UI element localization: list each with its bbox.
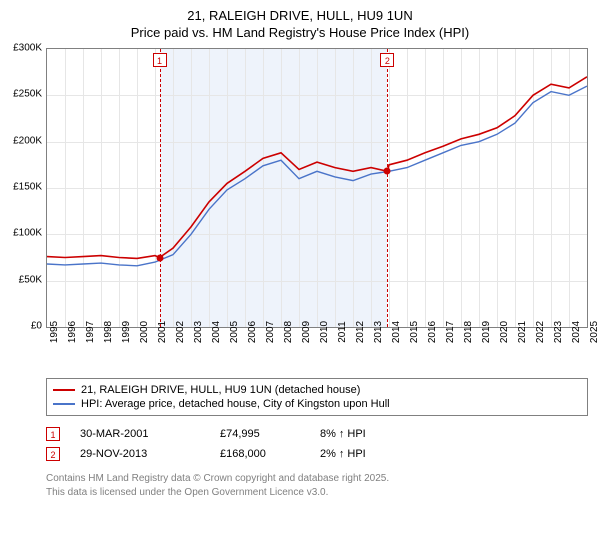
x-tick-label: 2024 xyxy=(571,321,582,343)
sale-diff: 8% HPI xyxy=(320,428,366,440)
sale-marker-line xyxy=(387,49,388,327)
x-axis-labels: 1995199619971998199920002001200220032004… xyxy=(46,328,588,368)
x-tick-label: 2001 xyxy=(157,321,168,343)
footnote-line: Contains HM Land Registry data © Crown c… xyxy=(46,472,588,486)
x-tick-label: 2021 xyxy=(517,321,528,343)
legend-label: HPI: Average price, detached house, City… xyxy=(81,398,390,410)
sale-row: 1 30-MAR-2001 £74,995 8% HPI xyxy=(46,424,588,444)
y-axis-labels: £0£50K£100K£150K£200K£250K£300K xyxy=(0,48,44,328)
legend-swatch xyxy=(53,389,75,391)
legend-swatch xyxy=(53,403,75,405)
x-tick-label: 2003 xyxy=(193,321,204,343)
sale-price: £74,995 xyxy=(220,428,300,440)
x-tick-label: 2012 xyxy=(355,321,366,343)
x-tick-label: 2025 xyxy=(589,321,600,343)
arrow-up-icon xyxy=(339,448,345,460)
legend-row: HPI: Average price, detached house, City… xyxy=(53,397,581,411)
x-tick-label: 1997 xyxy=(85,321,96,343)
sale-diff-vs: HPI xyxy=(347,428,365,440)
x-tick-label: 2009 xyxy=(301,321,312,343)
sale-date: 30-MAR-2001 xyxy=(80,428,200,440)
x-tick-label: 2013 xyxy=(373,321,384,343)
chart-title-block: 21, RALEIGH DRIVE, HULL, HU9 1UN Price p… xyxy=(0,0,600,42)
x-tick-label: 2005 xyxy=(229,321,240,343)
y-tick-label: £250K xyxy=(13,89,42,100)
x-tick-label: 1999 xyxy=(121,321,132,343)
footnote-line: This data is licensed under the Open Gov… xyxy=(46,486,588,500)
y-tick-label: £200K xyxy=(13,135,42,146)
x-tick-label: 2017 xyxy=(445,321,456,343)
x-tick-label: 2023 xyxy=(553,321,564,343)
sale-row: 2 29-NOV-2013 £168,000 2% HPI xyxy=(46,444,588,464)
x-tick-label: 2007 xyxy=(265,321,276,343)
sale-diff-pct: 8% xyxy=(320,428,336,440)
legend: 21, RALEIGH DRIVE, HULL, HU9 1UN (detach… xyxy=(46,378,588,416)
chart-subtitle: Price paid vs. HM Land Registry's House … xyxy=(0,25,600,40)
footnote: Contains HM Land Registry data © Crown c… xyxy=(46,472,588,499)
x-tick-label: 1998 xyxy=(103,321,114,343)
sale-diff-vs: HPI xyxy=(347,448,365,460)
y-tick-label: £0 xyxy=(31,321,42,332)
sale-price: £168,000 xyxy=(220,448,300,460)
sale-marker-line xyxy=(160,49,161,327)
sales-table: 1 30-MAR-2001 £74,995 8% HPI 2 29-NOV-2013 £16… xyxy=(46,424,588,464)
y-tick-label: £300K xyxy=(13,43,42,54)
legend-label: 21, RALEIGH DRIVE, HULL, HU9 1UN (detach… xyxy=(81,384,360,396)
sale-marker-badge: 2 xyxy=(380,53,394,67)
sale-diff-pct: 2% xyxy=(320,448,336,460)
chart-title: 21, RALEIGH DRIVE, HULL, HU9 1UN xyxy=(0,8,600,23)
x-tick-label: 2000 xyxy=(139,321,150,343)
legend-row: 21, RALEIGH DRIVE, HULL, HU9 1UN (detach… xyxy=(53,383,581,397)
y-tick-label: £50K xyxy=(19,274,42,285)
plot-region: 12 xyxy=(46,48,588,328)
chart-area: £0£50K£100K£150K£200K£250K£300K 12 19951… xyxy=(46,48,588,368)
x-tick-label: 2016 xyxy=(427,321,438,343)
series-line xyxy=(47,77,587,259)
x-tick-label: 2015 xyxy=(409,321,420,343)
sale-diff: 2% HPI xyxy=(320,448,366,460)
y-tick-label: £150K xyxy=(13,182,42,193)
x-tick-label: 2014 xyxy=(391,321,402,343)
x-tick-label: 1995 xyxy=(49,321,60,343)
x-tick-label: 1996 xyxy=(67,321,78,343)
arrow-up-icon xyxy=(339,428,345,440)
sale-marker-dot xyxy=(156,254,163,261)
x-tick-label: 2019 xyxy=(481,321,492,343)
series-line xyxy=(47,86,587,266)
sale-badge: 1 xyxy=(46,427,60,441)
x-tick-label: 2011 xyxy=(337,321,348,343)
x-tick-label: 2006 xyxy=(247,321,258,343)
x-tick-label: 2004 xyxy=(211,321,222,343)
y-tick-label: £100K xyxy=(13,228,42,239)
line-series-svg xyxy=(47,49,587,327)
sale-marker-badge: 1 xyxy=(153,53,167,67)
x-tick-label: 2020 xyxy=(499,321,510,343)
x-tick-label: 2022 xyxy=(535,321,546,343)
sale-marker-dot xyxy=(384,168,391,175)
sale-date: 29-NOV-2013 xyxy=(80,448,200,460)
x-tick-label: 2018 xyxy=(463,321,474,343)
x-tick-label: 2002 xyxy=(175,321,186,343)
x-tick-label: 2010 xyxy=(319,321,330,343)
sale-badge: 2 xyxy=(46,447,60,461)
x-tick-label: 2008 xyxy=(283,321,294,343)
